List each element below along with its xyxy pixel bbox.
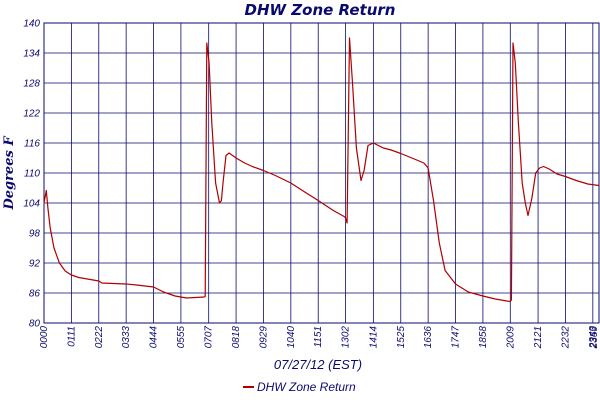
x-tick-label: 0818 <box>231 326 242 349</box>
x-axis-label: 07/27/12 (EST) <box>274 357 362 372</box>
y-axis-ticks: 80 86 92 98 104 110 116 122 128 134 140 <box>23 19 40 330</box>
x-tick-label: 0444 <box>149 326 160 349</box>
y-tick-label: 92 <box>29 259 41 270</box>
y-axis-label: Degrees F <box>2 136 17 211</box>
x-axis-ticks: 0000 0111 0222 0333 0444 0555 0707 0818 0929 1040… <box>39 326 600 350</box>
x-tick-label: 2359 <box>589 326 600 350</box>
x-tick-label: 2232 <box>560 326 571 350</box>
y-tick-label: 98 <box>29 229 41 240</box>
y-tick-label: 104 <box>23 199 40 210</box>
y-tick-label: 110 <box>24 169 40 180</box>
legend-label: DHW Zone Return <box>257 380 356 394</box>
y-tick-label: 116 <box>24 139 40 150</box>
x-tick-label: 0333 <box>121 326 132 349</box>
x-tick-label: 0000 <box>39 326 50 349</box>
chart-title: DHW Zone Return <box>245 1 396 19</box>
y-tick-label: 86 <box>29 289 41 300</box>
x-tick-label: 2009 <box>505 326 516 350</box>
x-tick-label: 1414 <box>368 326 379 349</box>
x-tick-label: 0929 <box>258 326 269 349</box>
x-tick-label: 0707 <box>204 326 215 349</box>
y-tick-label: 80 <box>29 319 41 330</box>
y-tick-label: 122 <box>23 109 40 120</box>
y-tick-label: 128 <box>23 79 40 90</box>
x-tick-label: 1636 <box>423 326 434 349</box>
legend: DHW Zone Return <box>243 380 356 394</box>
y-tick-label: 134 <box>23 49 40 60</box>
x-tick-label: 1151 <box>313 326 324 348</box>
series-line-dhw-zone-return <box>43 37 600 303</box>
x-tick-label: 2121 <box>533 326 544 349</box>
x-tick-label: 0111 <box>66 326 77 347</box>
plot-frame <box>43 22 600 324</box>
x-tick-label: 0222 <box>94 326 105 349</box>
x-tick-label: 2343 <box>588 326 599 350</box>
x-tick-label: 1747 <box>451 326 462 349</box>
x-tick-label: 1525 <box>396 326 407 349</box>
x-tick-label: 1302 <box>341 326 352 349</box>
y-tick-label: 140 <box>23 19 40 30</box>
x-tick-label: 1040 <box>286 326 297 349</box>
x-tick-label: 1858 <box>478 326 489 349</box>
x-tick-label: 0555 <box>176 326 187 349</box>
